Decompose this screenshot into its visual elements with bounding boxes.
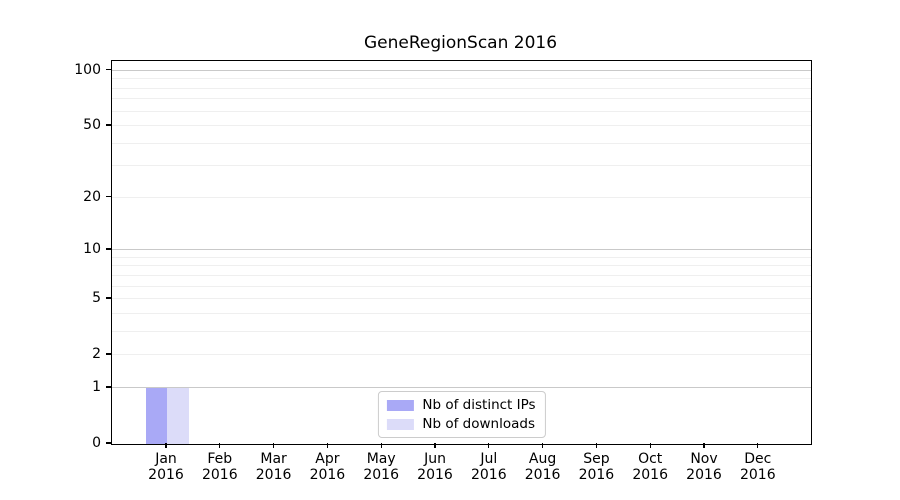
x-tick-label: Sep 2016: [564, 451, 628, 483]
x-tick-month: Jun: [424, 451, 446, 467]
minor-gridline: [112, 256, 811, 258]
y-tick-mark: [106, 442, 111, 444]
minor-gridline: [112, 298, 811, 300]
x-tick-mark: [703, 443, 705, 448]
y-tick-label: 2: [92, 346, 101, 363]
legend-entry: Nb of downloads: [386, 416, 535, 432]
minor-gridline: [112, 285, 811, 287]
minor-gridline: [112, 87, 811, 89]
x-tick-mark: [434, 443, 436, 448]
y-tick-label: 10: [83, 241, 101, 258]
legend: Nb of distinct IPs Nb of downloads: [377, 391, 546, 438]
x-tick-month: Dec: [744, 451, 772, 467]
x-tick-year: 2016: [470, 467, 507, 483]
x-tick-month: Nov: [690, 451, 718, 467]
x-tick-mark: [488, 443, 490, 448]
x-tick-month: May: [366, 451, 396, 467]
bar-nb-of-downloads: [167, 387, 189, 444]
x-tick-label: Dec 2016: [726, 451, 790, 483]
x-tick-label: Nov 2016: [672, 451, 736, 483]
y-tick-label: 1: [92, 378, 101, 395]
y-tick-label: 100: [74, 61, 101, 78]
x-tick-year: 2016: [739, 467, 776, 483]
x-tick-month: Oct: [638, 451, 663, 467]
legend-label: Nb of distinct IPs: [422, 397, 536, 413]
x-tick-mark: [380, 443, 382, 448]
x-tick-year: 2016: [201, 467, 238, 483]
minor-gridline: [112, 142, 811, 144]
y-tick-mark: [106, 297, 111, 299]
y-tick-mark: [106, 248, 111, 250]
legend-label: Nb of downloads: [422, 416, 535, 432]
x-tick-label: Jun 2016: [403, 451, 467, 483]
y-tick-label: 5: [92, 290, 101, 307]
plot-area: Nb of distinct IPs Nb of downloads: [111, 60, 812, 445]
legend-swatch: [386, 418, 414, 430]
legend-swatch: [386, 399, 414, 411]
x-tick-month: Mar: [260, 451, 287, 467]
minor-gridline: [112, 98, 811, 100]
y-tick-mark: [106, 69, 111, 71]
x-tick-year: 2016: [632, 467, 668, 483]
x-tick-mark: [326, 443, 329, 448]
minor-gridline: [112, 274, 811, 276]
bar-nb-of-distinct-ips: [145, 387, 167, 444]
x-tick-month: Sep: [583, 451, 610, 467]
x-tick-mark: [595, 443, 598, 448]
x-tick-label: Mar 2016: [242, 451, 306, 483]
major-gridline: [112, 69, 811, 71]
x-tick-label: May 2016: [349, 451, 413, 483]
legend-entry: Nb of distinct IPs: [386, 397, 536, 413]
minor-gridline: [112, 312, 811, 314]
minor-gridline: [112, 78, 811, 80]
x-tick-label: Apr 2016: [295, 451, 359, 483]
x-tick-label: Jan 2016: [134, 451, 198, 483]
x-tick-year: 2016: [417, 467, 453, 483]
minor-gridline: [112, 165, 811, 167]
y-tick-label: 20: [83, 188, 101, 205]
x-tick-label: Jul 2016: [457, 451, 521, 483]
minor-gridline: [112, 110, 811, 112]
x-tick-label: Feb 2016: [188, 451, 252, 483]
y-tick-label: 0: [92, 435, 101, 451]
x-tick-mark: [649, 443, 651, 448]
x-tick-year: 2016: [255, 467, 292, 483]
x-tick-year: 2016: [686, 467, 722, 483]
x-tick-month: Apr: [315, 451, 340, 467]
x-tick-mark: [757, 443, 759, 448]
minor-gridline: [112, 125, 811, 127]
x-tick-mark: [219, 443, 221, 448]
y-tick-mark: [106, 353, 111, 355]
major-gridline: [112, 249, 811, 251]
x-tick-year: 2016: [363, 467, 399, 483]
major-gridline: [112, 386, 811, 388]
minor-gridline: [112, 354, 811, 356]
x-tick-year: 2016: [578, 467, 615, 483]
x-tick-mark: [165, 443, 167, 448]
x-tick-year: 2016: [524, 467, 561, 483]
y-tick-mark: [106, 196, 111, 198]
x-tick-year: 2016: [148, 467, 184, 483]
chart-title: GeneRegionScan 2016: [363, 33, 558, 53]
minor-gridline: [112, 330, 811, 332]
x-tick-month: Aug: [528, 451, 557, 467]
minor-gridline: [112, 196, 811, 198]
x-tick-label: Oct 2016: [618, 451, 682, 483]
minor-gridline: [112, 265, 811, 267]
x-tick-month: Jan: [155, 451, 177, 467]
x-tick-year: 2016: [309, 467, 346, 483]
x-tick-label: Aug 2016: [511, 451, 575, 483]
y-tick-mark: [106, 386, 111, 388]
x-tick-month: Feb: [207, 451, 233, 467]
x-tick-month: Jul: [480, 451, 498, 467]
x-tick-mark: [541, 443, 544, 448]
y-tick-mark: [106, 124, 111, 126]
y-tick-label: 50: [83, 117, 101, 134]
x-tick-mark: [272, 443, 275, 448]
